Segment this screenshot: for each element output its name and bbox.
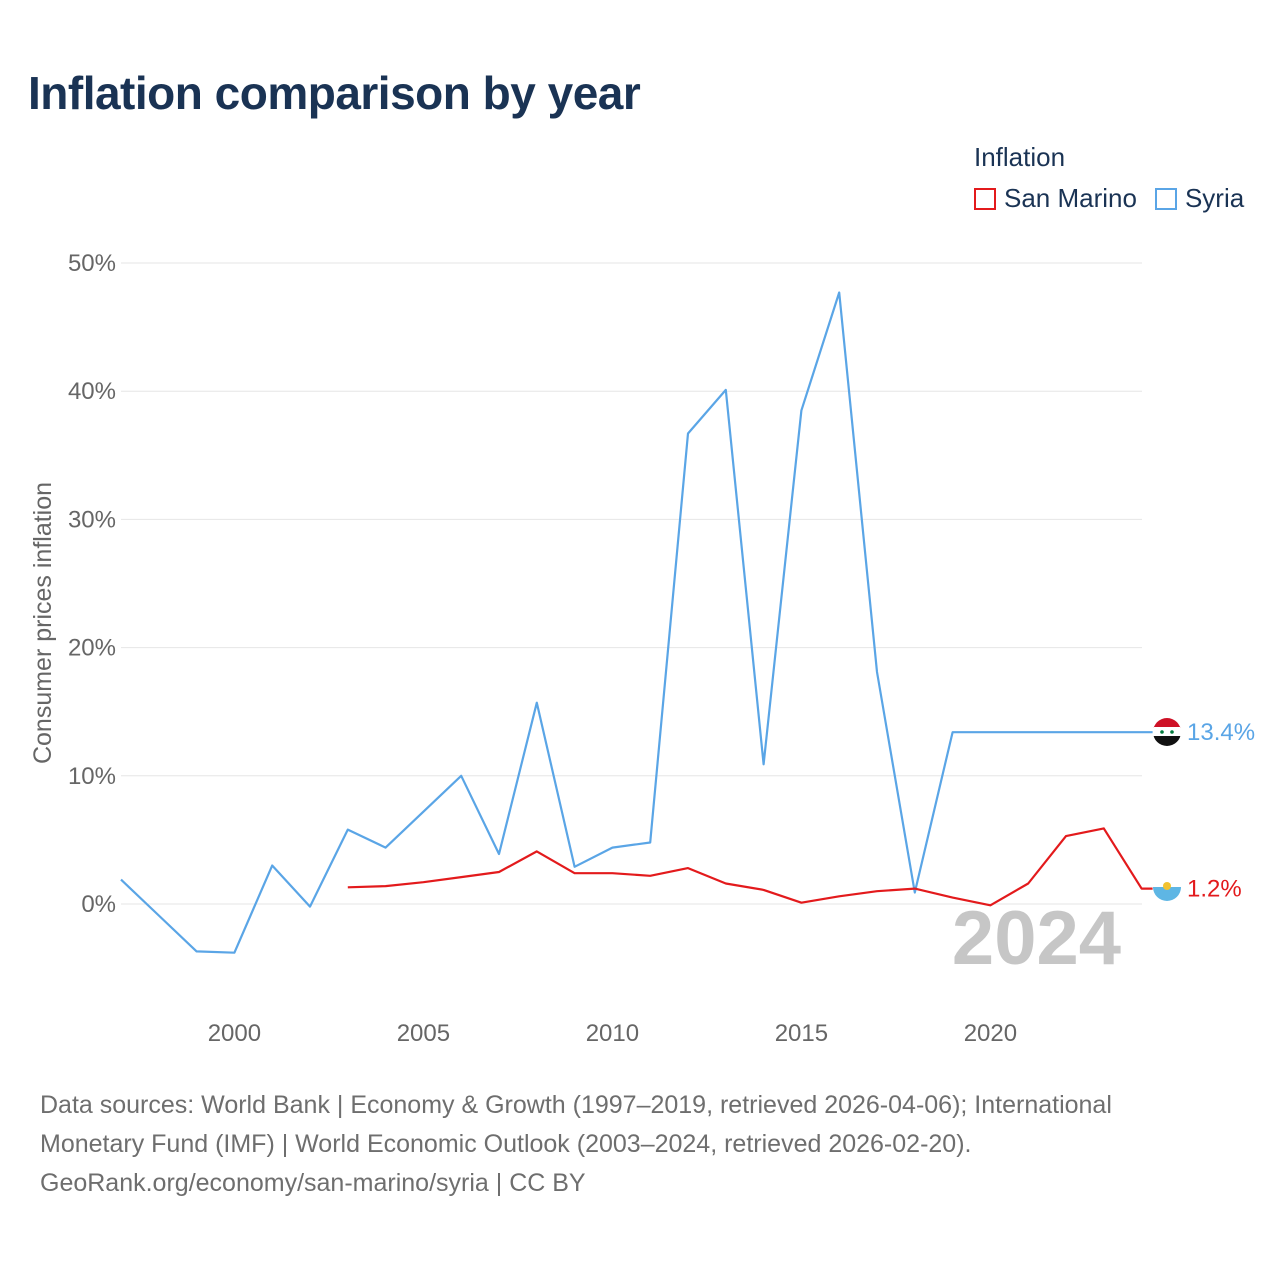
san-marino-flag-icon [1153,873,1181,901]
legend-title: Inflation [974,142,1066,172]
data-point-san-marino[interactable] [720,877,732,889]
y-axis-label: Consumer prices inflation [29,482,57,764]
data-point-syria[interactable] [1060,726,1072,738]
data-point-syria[interactable] [606,842,618,854]
y-tick-label: 40% [68,378,116,405]
series-line-san-marino [347,827,1153,907]
data-point-syria[interactable] [228,947,240,959]
data-point-syria[interactable] [871,666,883,678]
data-point-syria[interactable] [115,874,127,886]
data-point-syria[interactable] [947,726,959,738]
data-point-syria[interactable] [417,806,429,818]
data-point-san-marino[interactable] [682,862,694,874]
x-tick-label: 2015 [775,1020,828,1047]
legend-swatch-san-marino [974,187,996,210]
data-point-syria[interactable] [304,901,316,913]
data-point-san-marino[interactable] [984,899,996,911]
data-point-syria[interactable] [493,848,505,860]
legend: Inflation San Marino Syria [974,142,1244,214]
data-point-syria[interactable] [531,697,543,709]
data-point-san-marino[interactable] [1022,877,1034,889]
end-value-label-syria: 13.4% [1187,719,1255,746]
data-point-san-marino[interactable] [795,897,807,909]
y-tick-label: 0% [81,891,116,918]
x-tick-label: 2005 [397,1020,450,1047]
data-point-syria[interactable] [380,842,392,854]
data-point-syria[interactable] [644,836,656,848]
y-tick-label: 20% [68,635,116,662]
data-point-syria[interactable] [266,860,278,872]
y-tick-label: 10% [68,763,116,790]
data-point-san-marino[interactable] [417,876,429,888]
data-point-san-marino[interactable] [1098,822,1110,834]
y-tick-label: 30% [68,506,116,533]
data-point-san-marino[interactable] [833,890,845,902]
data-point-san-marino[interactable] [871,885,883,897]
data-point-syria[interactable] [984,726,996,738]
x-tick-label: 2000 [208,1020,261,1047]
end-value-label-san-marino: 1.2% [1187,876,1242,903]
data-point-san-marino[interactable] [909,883,921,895]
chart-title: Inflation comparison by year [28,67,641,119]
y-tick-label: 50% [68,250,116,277]
data-point-syria[interactable] [191,945,203,957]
legend-label-san-marino: San Marino [1004,183,1137,213]
data-point-syria[interactable] [795,404,807,416]
year-label: 2024 [952,896,1121,981]
syria-flag-icon [1153,718,1181,746]
data-point-san-marino[interactable] [380,880,392,892]
legend-swatch-syria [1154,187,1177,210]
legend-item-syria[interactable]: Syria [1154,183,1245,214]
data-point-syria[interactable] [720,384,732,396]
footer-line-3: GeoRank.org/economy/san-marino/syria | C… [40,1169,586,1197]
x-tick-label: 2010 [586,1020,639,1047]
data-point-san-marino[interactable] [758,884,770,896]
data-point-syria[interactable] [833,286,845,298]
data-point-san-marino[interactable] [455,871,467,883]
data-point-syria[interactable] [758,758,770,770]
data-point-san-marino[interactable] [1136,883,1148,895]
data-point-syria[interactable] [1022,726,1034,738]
data-point-san-marino[interactable] [569,867,581,879]
data-point-syria[interactable] [1136,726,1148,738]
data-point-san-marino[interactable] [1060,830,1072,842]
data-point-syria[interactable] [682,428,694,440]
data-point-san-marino[interactable] [531,845,543,857]
data-point-syria[interactable] [1098,726,1110,738]
footer-line-2: Monetary Fund (IMF) | World Economic Out… [40,1130,972,1158]
data-point-syria[interactable] [455,770,467,782]
data-point-san-marino[interactable] [947,892,959,904]
data-point-san-marino[interactable] [342,881,354,893]
data-point-san-marino[interactable] [606,867,618,879]
x-tick-label: 2020 [964,1020,1017,1047]
legend-label-syria: Syria [1184,183,1245,213]
data-point-syria[interactable] [342,824,354,836]
footer-line-1: Data sources: World Bank | Economy & Gro… [40,1091,1112,1119]
footer-sources: Data sources: World Bank | Economy & Gro… [40,1086,1250,1203]
series-line-syria [120,291,1153,954]
legend-item-san-marino[interactable]: San Marino [974,183,1137,214]
data-point-san-marino[interactable] [493,866,505,878]
data-point-san-marino[interactable] [644,870,656,882]
data-point-syria[interactable] [153,910,165,922]
